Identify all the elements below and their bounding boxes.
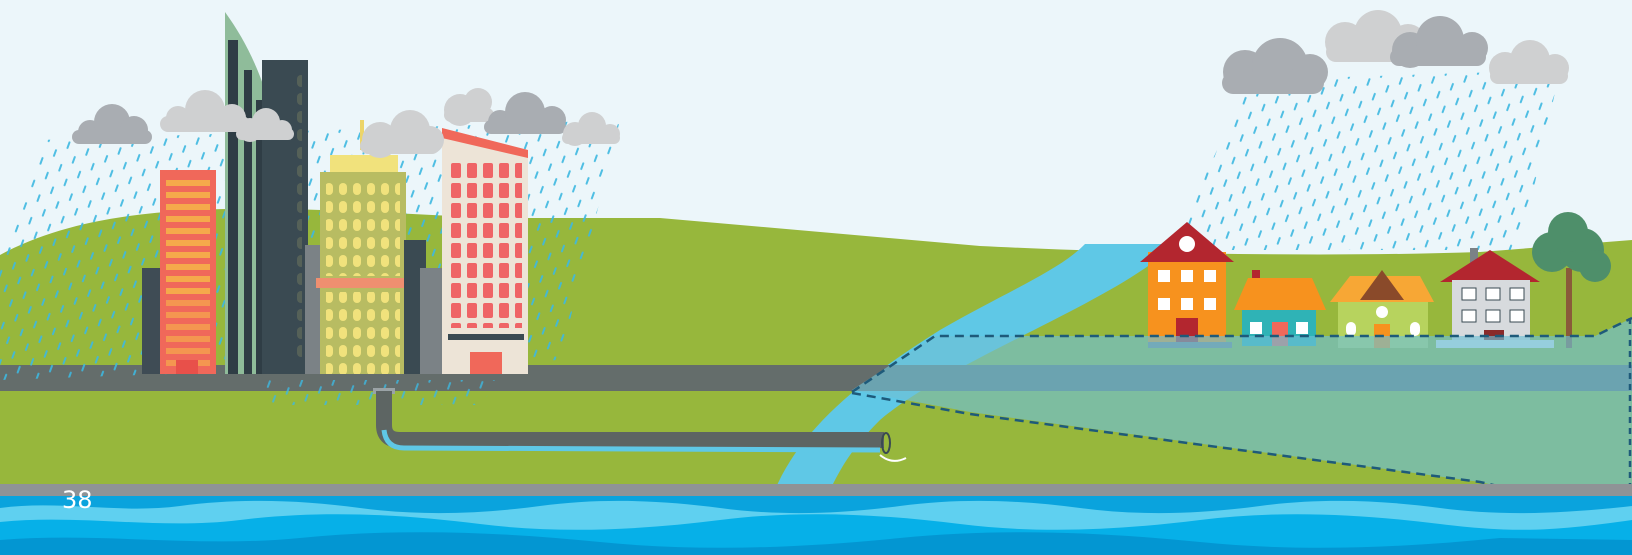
flood-line bbox=[851, 316, 1632, 394]
rain-icon bbox=[1170, 70, 1560, 250]
skyscraper-icon bbox=[225, 12, 308, 374]
skyscraper-icon bbox=[420, 128, 528, 374]
drain-pipe-icon bbox=[373, 388, 907, 462]
cloud-icon bbox=[1489, 40, 1569, 84]
cloud-icon bbox=[1390, 16, 1488, 68]
river bbox=[775, 244, 1175, 490]
tree-icon bbox=[1532, 212, 1611, 348]
ground-strip bbox=[0, 484, 1632, 496]
cloud-icon bbox=[360, 110, 444, 158]
cloud-icon bbox=[444, 88, 494, 126]
flood-zone-icon bbox=[852, 318, 1632, 535]
skyscraper-icon bbox=[305, 120, 426, 374]
cloud-icon bbox=[160, 90, 250, 132]
house-icon bbox=[1234, 270, 1326, 346]
cloud-icon bbox=[1222, 38, 1328, 94]
cloud-icon bbox=[236, 108, 294, 142]
cloud-icon bbox=[484, 92, 566, 134]
skyscraper-icon bbox=[142, 170, 216, 374]
cloud-icon bbox=[562, 112, 620, 146]
water-wave bbox=[0, 532, 1632, 555]
cloud-icon bbox=[72, 104, 152, 144]
page-number: 38 bbox=[62, 486, 93, 514]
